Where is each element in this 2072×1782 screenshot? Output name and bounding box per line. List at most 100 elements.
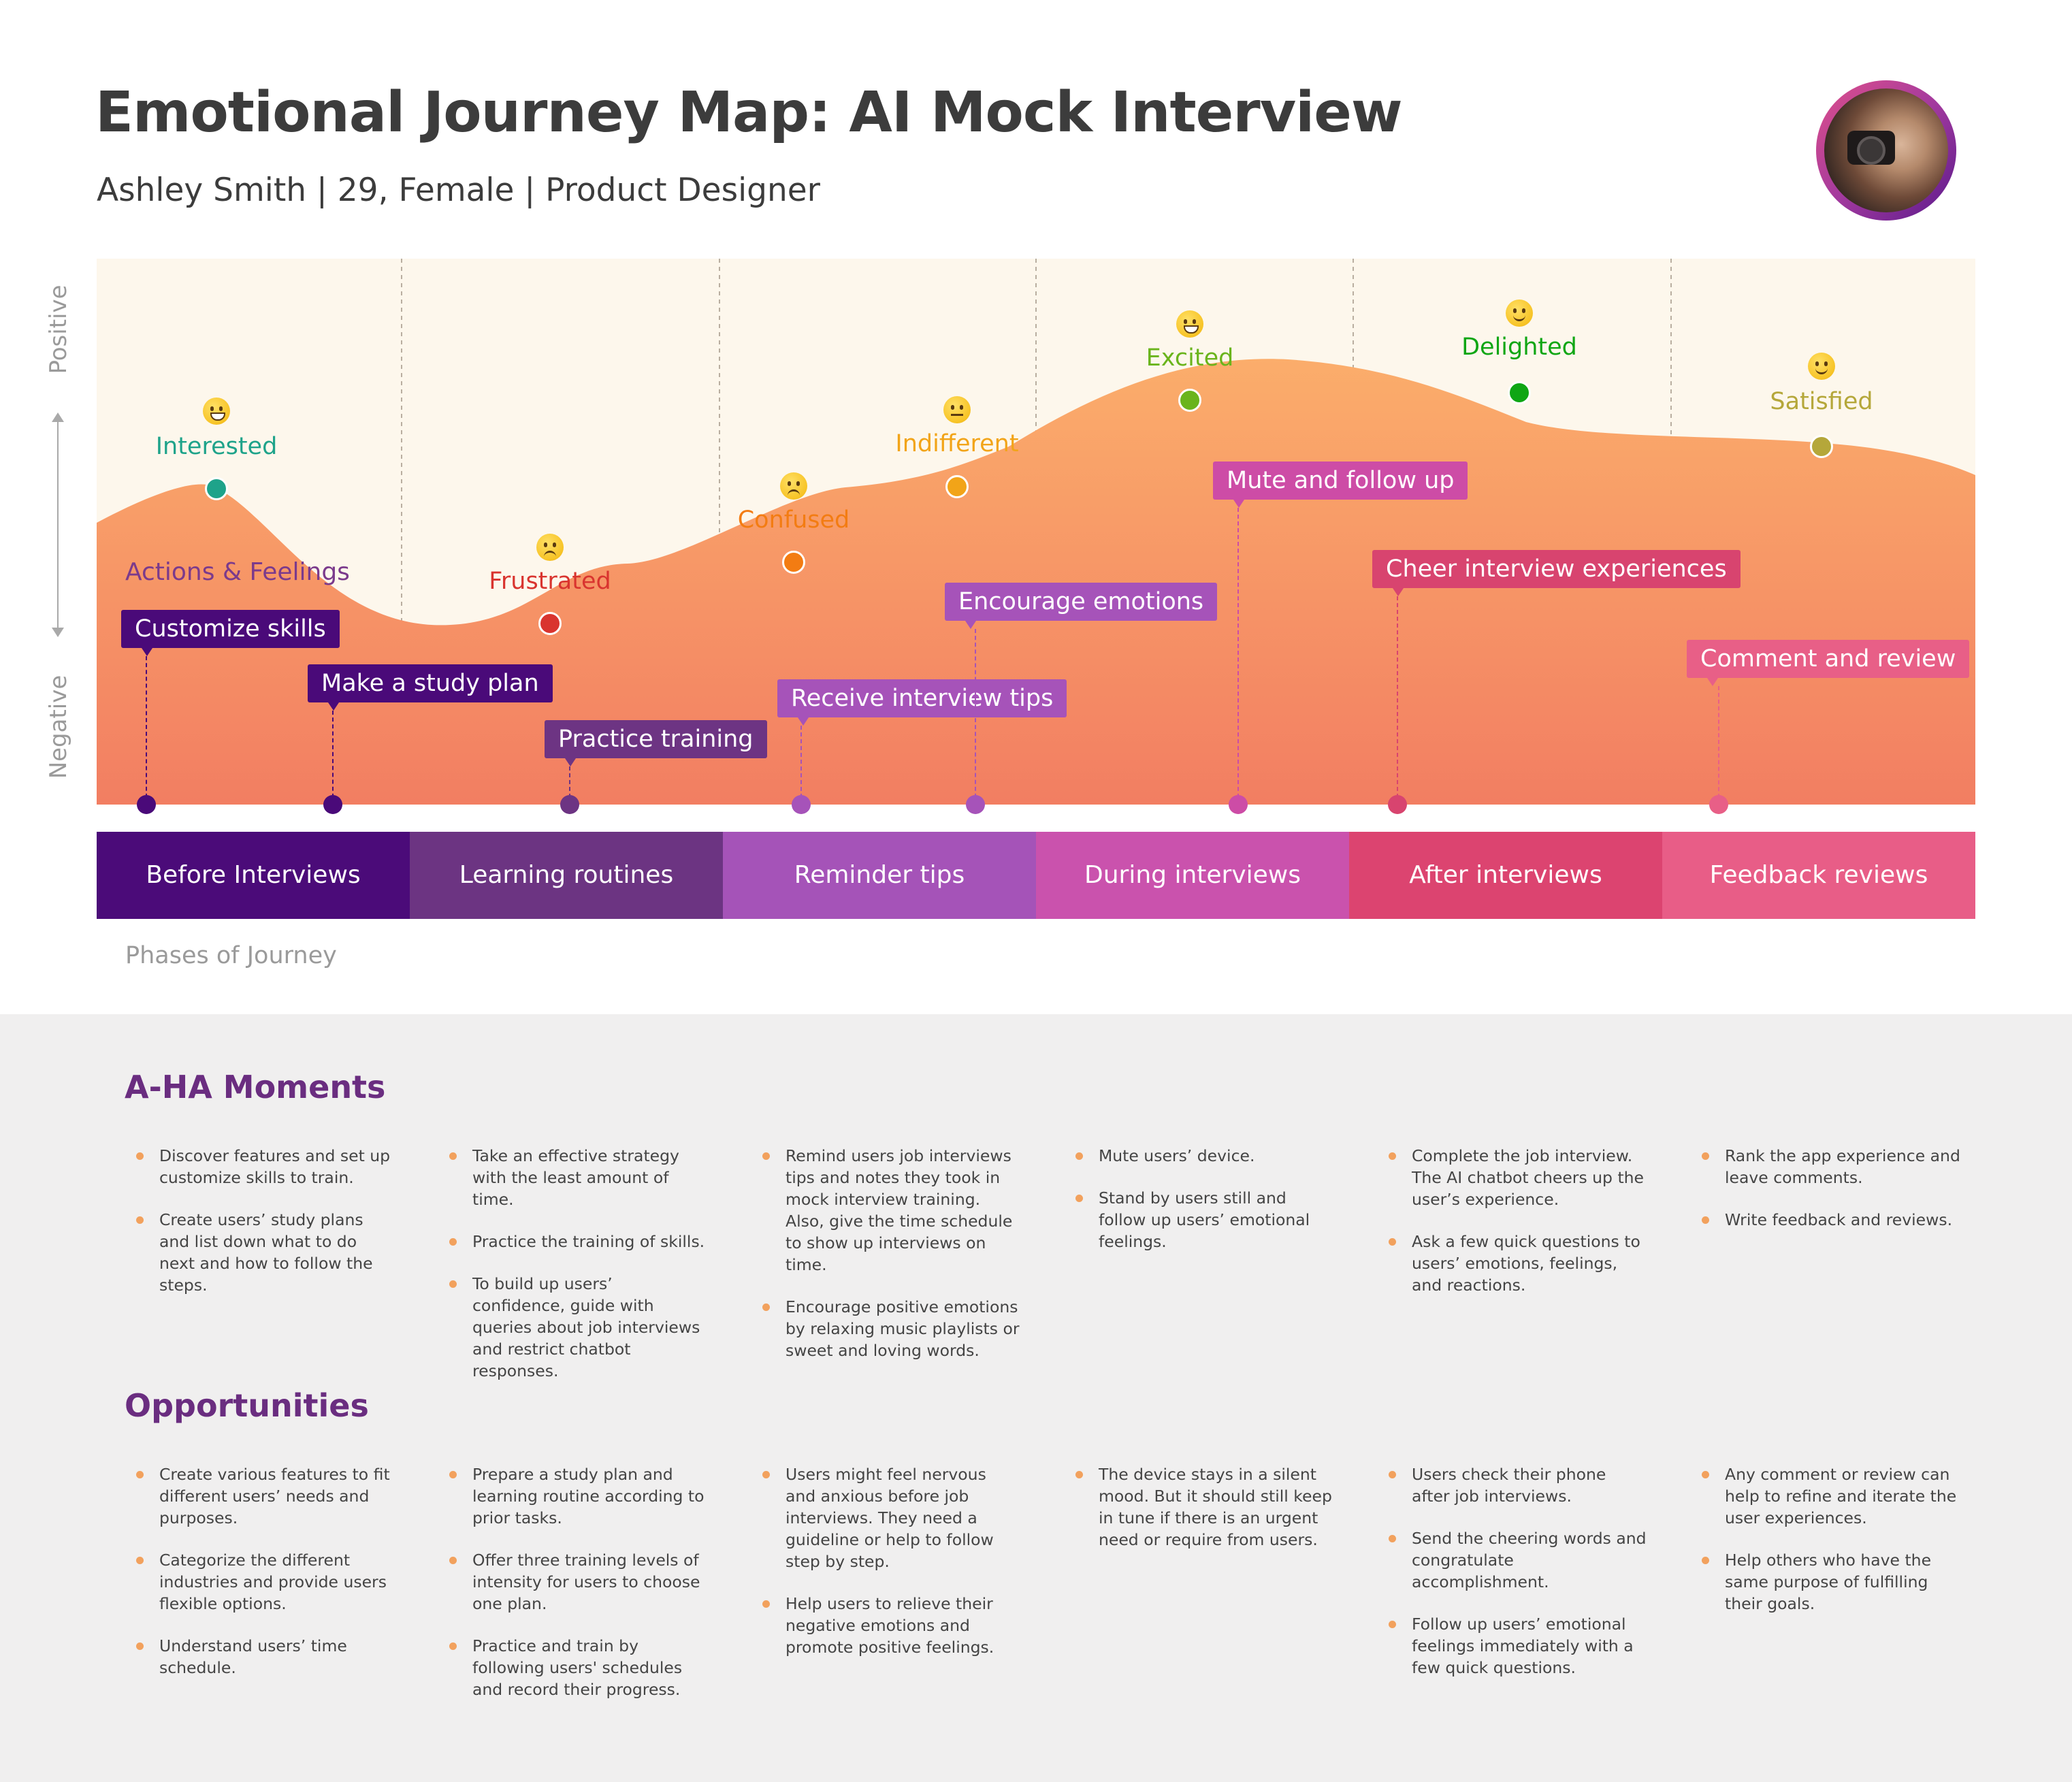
action-connector xyxy=(1718,686,1719,805)
opportunities-bullet-item: Offer three training levels of intensity… xyxy=(449,1549,708,1615)
action-connector xyxy=(146,656,147,805)
emotion-label-interested: Interested xyxy=(155,433,278,460)
opportunities-bullet-item: Understand users’ time schedule. xyxy=(136,1635,395,1679)
emotion-curve-area xyxy=(97,359,1975,805)
aha-bullet-item: To build up users’ confidence, guide wit… xyxy=(449,1273,708,1382)
opportunities-bullet-item: Send the cheering words and congratulate… xyxy=(1389,1527,1647,1593)
aha-bullet-item: Ask a few quick questions to users’ emot… xyxy=(1389,1231,1647,1296)
emotion-label-frustrated: Frustrated xyxy=(489,568,611,595)
action-tag-cheer-interview-experiences: Cheer interview experiences xyxy=(1372,550,1741,596)
aha-bullet-item: Remind users job interviews tips and not… xyxy=(762,1145,1021,1276)
action-point xyxy=(137,795,156,814)
opportunities-bullet-item: Categorize the different industries and … xyxy=(136,1549,395,1615)
action-connector xyxy=(800,726,802,805)
emotion-label-delighted: Delighted xyxy=(1461,334,1577,361)
action-point xyxy=(323,795,342,814)
confused-emoji-icon xyxy=(780,472,807,500)
aha-bullet-item: Encourage positive emotions by relaxing … xyxy=(762,1296,1021,1361)
action-tag-practice-training: Practice training xyxy=(545,720,767,766)
aha-bullet-item: Complete the job interview. The AI chatb… xyxy=(1389,1145,1647,1210)
grinning-emoji-icon xyxy=(203,398,230,425)
axis-arrow-up-icon xyxy=(52,412,64,422)
opportunities-column: Prepare a study plan and learning routin… xyxy=(449,1463,708,1721)
action-point xyxy=(1388,795,1407,814)
persona-subtitle: Ashley Smith | 29, Female | Product Desi… xyxy=(97,172,821,209)
action-point xyxy=(560,795,579,814)
insights-panel xyxy=(0,1014,2072,1782)
avatar xyxy=(1816,80,1956,221)
laughing-emoji-icon xyxy=(1176,310,1203,338)
emotion-label-excited: Excited xyxy=(1146,344,1234,372)
emotion-point-satisfied xyxy=(1810,435,1833,458)
emotion-label-indifferent: Indifferent xyxy=(895,430,1019,457)
emotion-point-delighted xyxy=(1508,381,1531,404)
phases-bar: Before Interviews Learning routines Remi… xyxy=(97,832,1975,919)
emotion-chart xyxy=(97,259,1975,805)
emotion-point-indifferent xyxy=(945,475,969,498)
emotion-point-frustrated xyxy=(538,612,562,635)
actions-feelings-label: Actions & Feelings xyxy=(125,558,350,586)
action-point xyxy=(1709,795,1728,814)
phase-learning-routines: Learning routines xyxy=(410,832,723,919)
opportunities-column: Users check their phone after job interv… xyxy=(1389,1463,1647,1699)
aha-column: Take an effective strategy with the leas… xyxy=(449,1145,708,1402)
opportunities-bullet-item: Users might feel nervous and anxious bef… xyxy=(762,1463,1021,1572)
aha-moments-title: A-HA Moments xyxy=(125,1069,386,1105)
opportunities-bullet-item: Any comment or review can help to refine… xyxy=(1702,1463,1960,1529)
opportunities-bullet-item: Follow up users’ emotional feelings imme… xyxy=(1389,1613,1647,1679)
phase-before-interviews: Before Interviews xyxy=(97,832,410,919)
opportunities-bullet-item: Create various features to fit different… xyxy=(136,1463,395,1529)
action-point xyxy=(1229,795,1248,814)
aha-bullet-item: Rank the app experience and leave commen… xyxy=(1702,1145,1960,1188)
action-tag-receive-interview-tips: Receive interview tips xyxy=(777,679,1067,726)
action-point xyxy=(792,795,811,814)
phase-reminder-tips: Reminder tips xyxy=(723,832,1036,919)
action-point xyxy=(966,795,985,814)
aha-bullet-item: Write feedback and reviews. xyxy=(1702,1209,1960,1231)
action-tag-comment-and-review: Comment and review xyxy=(1687,640,1970,686)
phases-of-journey-label: Phases of Journey xyxy=(125,942,337,969)
opportunities-bullet-item: Help others who have the same purpose of… xyxy=(1702,1549,1960,1615)
opportunities-column: Users might feel nervous and anxious bef… xyxy=(762,1463,1021,1679)
aha-bullet-item: Mute users’ device. xyxy=(1075,1145,1334,1167)
opportunities-bullet-item: The device stays in a silent mood. But i… xyxy=(1075,1463,1334,1551)
aha-bullet-item: Stand by users still and follow up users… xyxy=(1075,1187,1334,1252)
aha-column: Remind users job interviews tips and not… xyxy=(762,1145,1021,1382)
opportunities-bullet-item: Users check their phone after job interv… xyxy=(1389,1463,1647,1507)
slight-smile-emoji-icon xyxy=(1506,299,1533,327)
opportunities-bullet-item: Help users to relieve their negative emo… xyxy=(762,1593,1021,1658)
phase-after-interviews: After interviews xyxy=(1349,832,1662,919)
opportunities-bullet-item: Practice and train by following users' s… xyxy=(449,1635,708,1700)
action-connector xyxy=(1237,508,1239,805)
aha-column: Discover features and set up customize s… xyxy=(136,1145,395,1316)
opportunities-title: Opportunities xyxy=(125,1387,369,1424)
aha-column: Complete the job interview. The AI chatb… xyxy=(1389,1145,1647,1316)
emotion-point-interested xyxy=(205,477,228,500)
opportunities-column: Create various features to fit different… xyxy=(136,1463,395,1699)
page-title: Emotional Journey Map: AI Mock Interview xyxy=(95,80,1403,145)
action-tag-make-a-study-plan: Make a study plan xyxy=(308,664,553,711)
emotion-label-satisfied: Satisfied xyxy=(1770,388,1873,415)
action-tag-mute-and-follow-up: Mute and follow up xyxy=(1213,461,1468,508)
action-connector xyxy=(1397,596,1398,805)
camera-icon xyxy=(1847,131,1895,165)
opportunities-column: The device stays in a silent mood. But i… xyxy=(1075,1463,1334,1571)
avatar-photo xyxy=(1824,88,1948,212)
emotion-point-confused xyxy=(782,551,805,574)
aha-bullet-item: Practice the training of skills. xyxy=(449,1231,708,1252)
axis-positive-label: Positive xyxy=(45,285,72,374)
action-connector xyxy=(569,766,570,805)
action-tag-customize-skills: Customize skills xyxy=(121,610,340,656)
action-connector xyxy=(332,711,334,805)
axis-arrow-down-icon xyxy=(52,628,64,637)
opportunities-bullet-item: Prepare a study plan and learning routin… xyxy=(449,1463,708,1529)
opportunities-column: Any comment or review can help to refine… xyxy=(1702,1463,1960,1635)
axis-arrow-line xyxy=(57,415,59,633)
emotion-point-excited xyxy=(1178,389,1201,412)
aha-bullet-item: Create users’ study plans and list down … xyxy=(136,1209,395,1296)
aha-bullet-item: Discover features and set up customize s… xyxy=(136,1145,395,1188)
phase-feedback-reviews: Feedback reviews xyxy=(1662,832,1975,919)
persevering-emoji-icon xyxy=(536,534,564,561)
relieved-emoji-icon xyxy=(1808,353,1835,380)
action-connector xyxy=(975,629,976,805)
